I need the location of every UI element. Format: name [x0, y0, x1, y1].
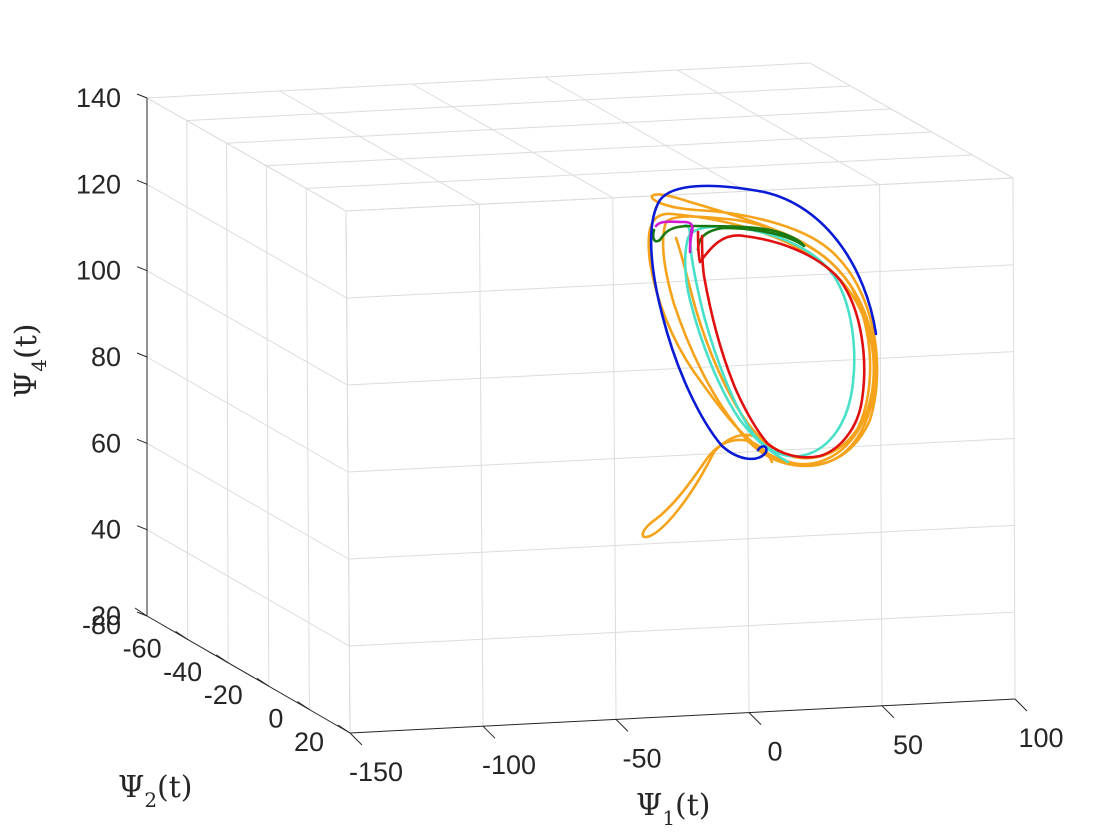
grid-line-x-vertical [478, 204, 484, 727]
x-tick-mark [881, 705, 895, 719]
z-tick-mark [136, 525, 148, 531]
trajectory-blue [649, 184, 878, 461]
box-edge-top-right [809, 62, 1014, 179]
x-tick-label: 50 [893, 730, 923, 760]
z-tick-label: 20 [91, 601, 121, 631]
x-axis-line [349, 698, 1016, 734]
trajectory-magenta [654, 220, 694, 254]
y-tick-label: 0 [268, 704, 283, 734]
grid-line-x-vertical [745, 191, 750, 713]
z-tick-mark [136, 352, 148, 358]
grid-line-z-front [346, 264, 1014, 299]
x-tick-label: -150 [349, 757, 403, 787]
grid-line-y-top [146, 62, 811, 99]
x-tick-label: -100 [482, 750, 536, 780]
x-tick-mark [1014, 698, 1028, 712]
z-tick-label: 60 [91, 428, 121, 458]
trajectory-red [696, 230, 866, 459]
z-tick-mark [136, 93, 148, 99]
y-tick-label: -20 [204, 680, 243, 710]
grid-line-z-left [146, 442, 349, 560]
grid-line-z-left [146, 356, 349, 473]
y-tick-mark [337, 724, 351, 734]
x-tick-label: 0 [767, 737, 782, 767]
y-tick-label: -80 [82, 610, 121, 640]
z-axis-label: Ψ4(t) [9, 323, 51, 398]
grid-line-x-top [677, 69, 880, 186]
z-tick-mark [136, 266, 148, 272]
y-tick-mark [134, 607, 148, 617]
grid-line-y-vertical [226, 143, 229, 663]
grid-line-x-top [411, 83, 614, 199]
x-tick-mark [349, 732, 363, 746]
grid-line-z-left [146, 270, 348, 386]
z-tick-mark [136, 438, 148, 444]
z-tick-label: 120 [76, 169, 121, 199]
grid-line-z-left [146, 183, 347, 299]
grid-lines [146, 62, 1016, 734]
y-tick-label: -40 [163, 657, 202, 687]
grid-line-z-front [349, 611, 1015, 647]
grid-line-x-vertical [1012, 177, 1016, 700]
y-tick-mark [256, 677, 270, 687]
y-tick-label: 20 [294, 727, 324, 757]
trajectory-green [651, 224, 806, 252]
y-tick-mark [297, 701, 310, 711]
y-tick-mark [215, 654, 229, 664]
trajectory-orange [641, 193, 879, 539]
z-tick-mark [136, 179, 148, 185]
x-tick-label: 100 [1018, 723, 1063, 753]
grid-line-z-front [347, 438, 1015, 473]
grid-line-z-left [146, 529, 350, 647]
grid-line-x-top [544, 76, 747, 192]
x-tick-mark [615, 719, 629, 732]
tick-labels: 20 40 60 80 100 120 140 -80-60-40-20 0 20 -150 -100… [76, 83, 1064, 787]
x-tick-mark [748, 712, 762, 725]
grid-line-x-top [146, 97, 347, 212]
grid-line-x-vertical [612, 197, 617, 720]
z-tick-label: 140 [76, 83, 121, 113]
grid-line-y-vertical [265, 165, 270, 687]
y-axis-line [146, 615, 351, 734]
z-tick-label: 100 [76, 256, 121, 286]
axis-labels: Ψ1(t) Ψ2(t) Ψ4(t) [9, 323, 711, 830]
trajectory-cyan [682, 224, 856, 464]
grid-line-y-top [345, 177, 1014, 212]
grid-line-x-top [279, 90, 480, 205]
grid-line-y-vertical [186, 120, 189, 640]
y-axis-label: Ψ2(t) [118, 770, 193, 812]
grid-line-y-vertical [305, 188, 310, 710]
y-tick-mark [175, 630, 188, 640]
z-tick-label: 80 [91, 342, 121, 372]
grid-line-z-front [348, 524, 1015, 560]
x-tick-mark [482, 725, 496, 739]
grid-line-y-top [226, 108, 892, 144]
trajectory-curves [641, 184, 879, 539]
axis-lines [134, 93, 1028, 746]
grid-line-y-vertical [345, 210, 351, 734]
grid-line-y-top [186, 85, 851, 122]
y-tick-label: -60 [123, 633, 162, 663]
grid-line-x-vertical [879, 184, 883, 706]
x-axis-label: Ψ1(t) [636, 788, 711, 830]
z-tick-label: 40 [91, 515, 121, 545]
grid-line-y-top [306, 154, 973, 189]
grid-line-y-top [266, 131, 932, 167]
x-tick-label: -50 [622, 743, 661, 773]
